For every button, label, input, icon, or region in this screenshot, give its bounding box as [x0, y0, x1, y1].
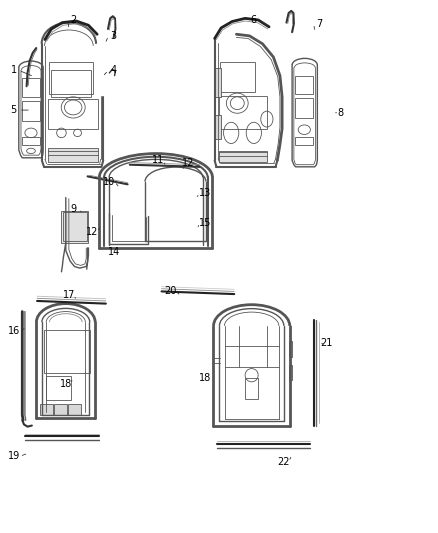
Text: 18: 18 [60, 379, 72, 389]
Text: 2: 2 [70, 15, 76, 25]
FancyBboxPatch shape [63, 213, 87, 241]
Text: 21: 21 [321, 338, 333, 349]
FancyBboxPatch shape [289, 341, 292, 357]
Text: 3: 3 [111, 31, 117, 41]
Text: 5: 5 [11, 105, 17, 115]
FancyBboxPatch shape [215, 68, 221, 97]
FancyBboxPatch shape [215, 115, 221, 139]
Text: 1: 1 [11, 66, 17, 75]
FancyBboxPatch shape [67, 405, 81, 415]
Text: 4: 4 [111, 66, 117, 75]
FancyBboxPatch shape [289, 365, 292, 381]
Text: 11: 11 [152, 156, 164, 165]
Text: 19: 19 [8, 451, 21, 462]
Text: 12: 12 [86, 227, 98, 237]
Text: 7: 7 [316, 19, 322, 29]
Text: 10: 10 [103, 176, 116, 187]
Text: 14: 14 [108, 247, 120, 257]
Text: 12: 12 [181, 158, 194, 168]
Text: 15: 15 [199, 218, 211, 228]
FancyBboxPatch shape [61, 211, 88, 243]
Text: 17: 17 [63, 289, 75, 300]
Text: 8: 8 [338, 108, 344, 118]
Text: 16: 16 [8, 326, 21, 336]
Text: 9: 9 [70, 204, 76, 214]
Text: 13: 13 [199, 188, 211, 198]
Text: 20: 20 [164, 286, 177, 296]
FancyBboxPatch shape [53, 405, 67, 415]
FancyBboxPatch shape [40, 405, 53, 415]
Text: 22: 22 [277, 457, 290, 466]
FancyBboxPatch shape [48, 148, 99, 161]
Text: 6: 6 [251, 15, 257, 25]
FancyBboxPatch shape [219, 151, 267, 161]
Text: 18: 18 [199, 373, 211, 383]
